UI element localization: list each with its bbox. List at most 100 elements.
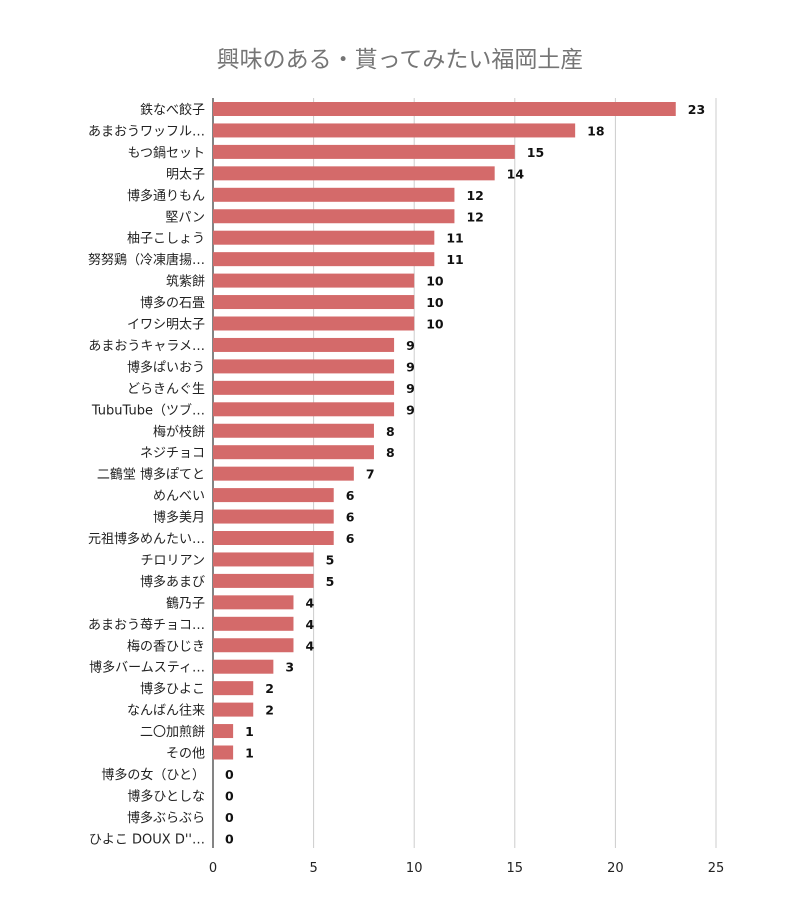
- data-label: 6: [346, 488, 355, 503]
- data-label: 10: [426, 295, 444, 310]
- bar: [213, 509, 334, 524]
- category-label: 梅の香ひじき: [127, 639, 205, 654]
- bar: [213, 466, 354, 481]
- bar: [213, 702, 254, 717]
- bar: [213, 252, 435, 267]
- x-tick-label: 5: [309, 861, 317, 876]
- category-label: 博多ひとしな: [127, 788, 205, 804]
- category-label: 二〇加煎餅: [140, 724, 205, 740]
- bar: [213, 423, 374, 438]
- bar: [213, 230, 435, 245]
- category-label: なんばん往来: [127, 704, 205, 719]
- category-label: 博多ひよこ: [140, 681, 205, 697]
- bar: [213, 552, 314, 567]
- bar: [213, 659, 274, 674]
- data-label: 2: [265, 681, 274, 696]
- category-label: 博多バームスティ…: [89, 660, 205, 676]
- category-label: 博多あまび: [140, 574, 205, 590]
- bar: [213, 531, 334, 545]
- category-label: 博多の女（ひと）: [101, 767, 205, 783]
- category-label: 博多ぱいおう: [127, 359, 205, 375]
- category-label: 博多美月: [153, 510, 205, 526]
- x-tick-label: 15: [507, 861, 524, 876]
- bar: [213, 273, 415, 288]
- data-label: 1: [245, 746, 254, 761]
- bar: [213, 573, 314, 588]
- data-label: 4: [305, 638, 314, 653]
- category-label: どらきんぐ生: [127, 382, 205, 397]
- data-label: 4: [305, 617, 314, 632]
- data-label: 1: [245, 724, 254, 739]
- category-label: 博多の石畳: [140, 295, 205, 311]
- data-label: 14: [507, 166, 525, 181]
- bar: [213, 681, 254, 696]
- category-label: 柚子こしょう: [127, 232, 205, 247]
- data-label: 6: [346, 510, 355, 525]
- category-label: あまおうワッフル…: [88, 124, 205, 139]
- bar: [213, 144, 515, 159]
- bar: [213, 295, 415, 310]
- category-label: 鶴乃子: [166, 595, 205, 611]
- data-label: 9: [406, 359, 415, 374]
- data-label: 0: [225, 831, 234, 846]
- category-label: 明太子: [166, 167, 205, 182]
- data-label: 8: [386, 424, 395, 439]
- data-label: 12: [466, 188, 483, 203]
- category-label: もつ鍋セット: [128, 145, 205, 161]
- data-label: 23: [688, 102, 705, 117]
- data-label: 5: [326, 574, 335, 589]
- data-label: 3: [285, 660, 294, 675]
- category-label: 努努鶏（冷凍唐揚…: [88, 252, 205, 268]
- category-label: あまおうキャラメ…: [88, 339, 205, 354]
- bar: [213, 616, 294, 631]
- category-label: チロリアン: [141, 553, 205, 568]
- bar: [213, 123, 576, 138]
- category-label: その他: [166, 747, 205, 762]
- bar: [213, 445, 374, 460]
- data-label: 10: [426, 317, 444, 332]
- x-tick-label: 20: [607, 861, 624, 876]
- bar: [213, 380, 395, 395]
- data-label: 8: [386, 445, 395, 460]
- category-label: 鉄なべ餃子: [140, 102, 205, 118]
- bar: [213, 745, 234, 760]
- bar: [213, 209, 455, 224]
- bar: [213, 187, 455, 202]
- chart-title: 興味のある・貰ってみたい福岡土産: [216, 47, 584, 73]
- category-label: ネジチョコ: [140, 446, 205, 461]
- data-label: 2: [265, 703, 274, 718]
- bar: [213, 337, 395, 352]
- data-label: 11: [446, 252, 463, 267]
- x-tick-label: 25: [708, 861, 725, 876]
- bar: [213, 316, 415, 331]
- data-label: 12: [466, 209, 483, 224]
- category-label: あまおう苺チョコ…: [88, 618, 205, 633]
- bar: [213, 402, 395, 417]
- category-label: ひよこ DOUX D''…: [89, 832, 205, 847]
- category-label: 堅パン: [165, 210, 205, 225]
- data-label: 9: [406, 338, 415, 353]
- bar: [213, 102, 676, 116]
- data-label: 4: [305, 595, 314, 610]
- category-label: 梅が枝餅: [153, 425, 205, 440]
- category-label: TubuTube（ツブ…: [91, 402, 205, 418]
- data-label: 0: [225, 767, 234, 782]
- data-label: 10: [426, 274, 444, 289]
- x-tick-label: 10: [406, 861, 423, 876]
- category-label: めんべい: [153, 489, 205, 504]
- bar-layer: [213, 102, 676, 760]
- category-label: イワシ明太子: [127, 318, 205, 333]
- data-label: 5: [326, 552, 335, 567]
- bar: [213, 359, 395, 374]
- category-label: 筑紫餅: [166, 274, 205, 290]
- category-label: 二鶴堂 博多ぽてと: [97, 467, 205, 483]
- bar: [213, 166, 495, 181]
- data-label: 9: [406, 402, 415, 417]
- data-label: 7: [366, 467, 375, 482]
- data-label: 18: [587, 123, 604, 138]
- category-label: 博多ぶらぶら: [127, 810, 205, 826]
- data-label: 15: [527, 145, 544, 160]
